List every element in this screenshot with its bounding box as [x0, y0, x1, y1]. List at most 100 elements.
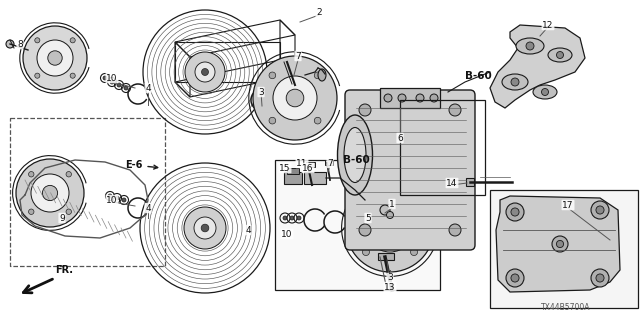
- Circle shape: [314, 117, 321, 124]
- Bar: [284, 172, 302, 184]
- Circle shape: [449, 104, 461, 116]
- Circle shape: [506, 203, 524, 221]
- Circle shape: [541, 89, 548, 95]
- Text: 10: 10: [281, 229, 292, 238]
- Circle shape: [184, 207, 226, 249]
- Bar: [400, 100, 485, 195]
- Circle shape: [70, 38, 76, 43]
- Ellipse shape: [533, 85, 557, 99]
- Circle shape: [201, 224, 209, 232]
- Text: 9: 9: [59, 213, 65, 222]
- Circle shape: [511, 78, 519, 86]
- Circle shape: [449, 224, 461, 236]
- Circle shape: [42, 185, 58, 201]
- Polygon shape: [490, 25, 585, 108]
- Circle shape: [48, 51, 62, 65]
- Circle shape: [359, 104, 371, 116]
- Bar: [283, 58, 295, 64]
- Circle shape: [380, 205, 390, 215]
- Bar: [10, 118, 165, 266]
- Circle shape: [70, 73, 76, 78]
- Text: 10: 10: [106, 196, 118, 204]
- Circle shape: [380, 219, 399, 237]
- Text: FR.: FR.: [55, 265, 73, 275]
- Text: 2: 2: [316, 7, 322, 17]
- Circle shape: [115, 196, 119, 200]
- Circle shape: [16, 159, 84, 227]
- Ellipse shape: [344, 127, 366, 182]
- Ellipse shape: [516, 38, 544, 54]
- Circle shape: [556, 240, 564, 248]
- Circle shape: [253, 56, 337, 140]
- Circle shape: [202, 68, 209, 76]
- Text: 3: 3: [258, 87, 264, 97]
- Bar: [325, 160, 333, 165]
- Circle shape: [269, 117, 276, 124]
- Text: 1: 1: [389, 199, 395, 209]
- Circle shape: [511, 208, 519, 216]
- Ellipse shape: [337, 115, 372, 195]
- Text: 13: 13: [384, 283, 396, 292]
- Text: E-6: E-6: [125, 160, 157, 170]
- Ellipse shape: [363, 199, 381, 209]
- Ellipse shape: [502, 74, 528, 90]
- Circle shape: [185, 52, 225, 92]
- Bar: [304, 172, 326, 184]
- Circle shape: [297, 216, 301, 220]
- Circle shape: [596, 274, 604, 282]
- Text: 4: 4: [145, 84, 151, 92]
- Text: 12: 12: [542, 20, 554, 29]
- Circle shape: [314, 72, 321, 79]
- Circle shape: [37, 40, 73, 76]
- Circle shape: [362, 249, 369, 256]
- Circle shape: [384, 94, 392, 102]
- Circle shape: [283, 216, 287, 220]
- Polygon shape: [496, 196, 620, 292]
- Circle shape: [552, 236, 568, 252]
- Circle shape: [346, 184, 434, 272]
- Circle shape: [286, 89, 304, 107]
- Circle shape: [23, 26, 87, 90]
- Circle shape: [269, 72, 276, 79]
- Circle shape: [29, 209, 34, 214]
- Circle shape: [362, 200, 369, 207]
- Circle shape: [195, 62, 215, 82]
- Bar: [287, 168, 299, 174]
- Text: 8: 8: [17, 39, 23, 49]
- Circle shape: [596, 206, 604, 214]
- Circle shape: [511, 274, 519, 282]
- Circle shape: [31, 174, 69, 212]
- Bar: [380, 88, 440, 108]
- Circle shape: [110, 80, 114, 84]
- Text: 5: 5: [365, 213, 371, 222]
- Text: TX44B5700A: TX44B5700A: [541, 303, 591, 313]
- Circle shape: [506, 269, 524, 287]
- Circle shape: [398, 94, 406, 102]
- Bar: [378, 253, 394, 260]
- Circle shape: [526, 42, 534, 50]
- Circle shape: [591, 201, 609, 219]
- Text: B-60: B-60: [465, 71, 492, 81]
- Circle shape: [122, 198, 126, 202]
- Circle shape: [591, 269, 609, 287]
- Ellipse shape: [318, 69, 326, 81]
- FancyBboxPatch shape: [345, 90, 475, 250]
- Bar: [306, 162, 315, 167]
- Circle shape: [366, 204, 414, 252]
- Circle shape: [66, 172, 72, 177]
- Text: 17: 17: [563, 201, 573, 210]
- Circle shape: [6, 40, 14, 48]
- Ellipse shape: [548, 48, 572, 62]
- Circle shape: [35, 38, 40, 43]
- Text: 3: 3: [387, 274, 393, 283]
- Text: 4: 4: [245, 226, 251, 235]
- Circle shape: [194, 217, 216, 239]
- Text: B-60: B-60: [342, 155, 369, 165]
- Bar: [275, 160, 440, 290]
- Circle shape: [117, 83, 121, 87]
- Circle shape: [103, 76, 107, 80]
- Bar: [466, 178, 474, 186]
- Circle shape: [410, 249, 417, 256]
- Text: 14: 14: [446, 179, 458, 188]
- Text: 16: 16: [302, 164, 314, 172]
